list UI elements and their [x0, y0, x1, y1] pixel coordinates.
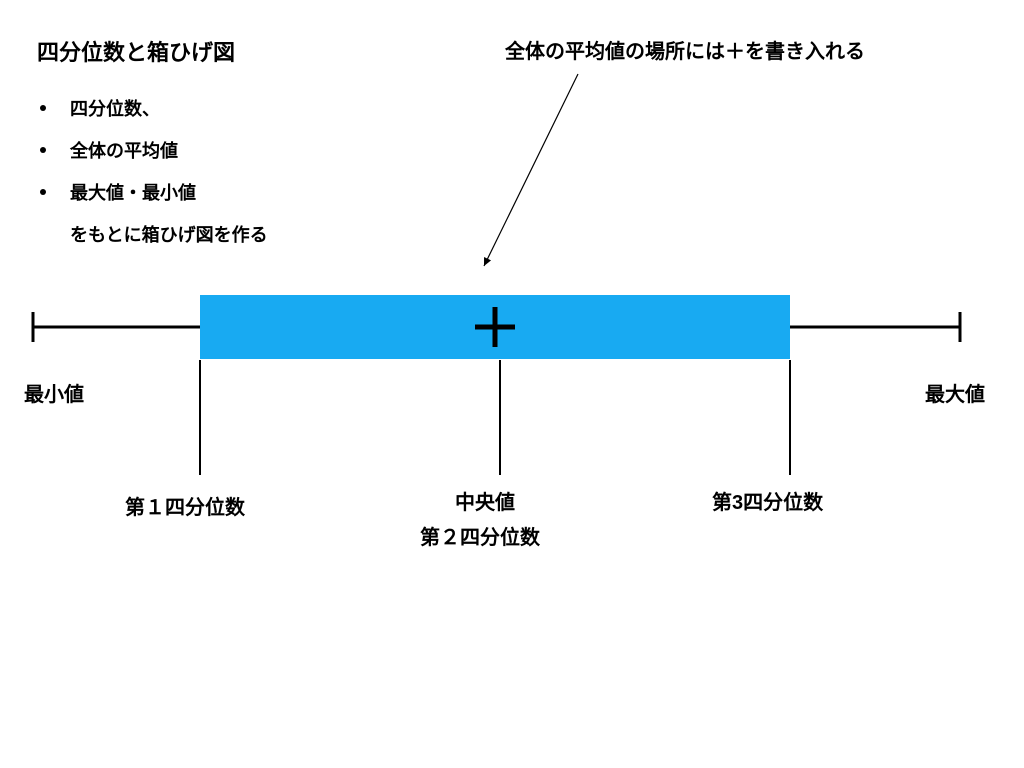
label-q1: 第１四分位数 — [125, 491, 245, 520]
label-max: 最大値 — [925, 378, 985, 407]
bullet-text: 最大値・最小値 — [70, 179, 196, 205]
label-min: 最小値 — [24, 378, 84, 407]
bullet-item: 全体の平均値 — [40, 137, 268, 163]
bullet-text: をもとに箱ひげ図を作る — [70, 221, 268, 247]
bullet-dot-icon — [40, 147, 46, 153]
bullet-text: 全体の平均値 — [70, 137, 178, 163]
label-median-1: 中央値 — [455, 486, 515, 515]
bullet-dot-icon — [40, 105, 46, 111]
bullet-dot-icon — [40, 189, 46, 195]
boxplot-diagram — [25, 295, 995, 359]
page-title: 四分位数と箱ひげ図 — [37, 35, 235, 67]
bullet-list: 四分位数、全体の平均値最大値・最小値をもとに箱ひげ図を作る — [40, 95, 268, 263]
bullet-item: 四分位数、 — [40, 95, 268, 121]
label-median-2: 第２四分位数 — [420, 521, 540, 550]
bullet-text: 四分位数、 — [70, 95, 160, 121]
label-q3: 第3四分位数 — [712, 486, 823, 515]
mean-annotation: 全体の平均値の場所には＋を書き入れる — [505, 35, 865, 64]
bullet-item: をもとに箱ひげ図を作る — [40, 221, 268, 247]
bullet-item: 最大値・最小値 — [40, 179, 268, 205]
